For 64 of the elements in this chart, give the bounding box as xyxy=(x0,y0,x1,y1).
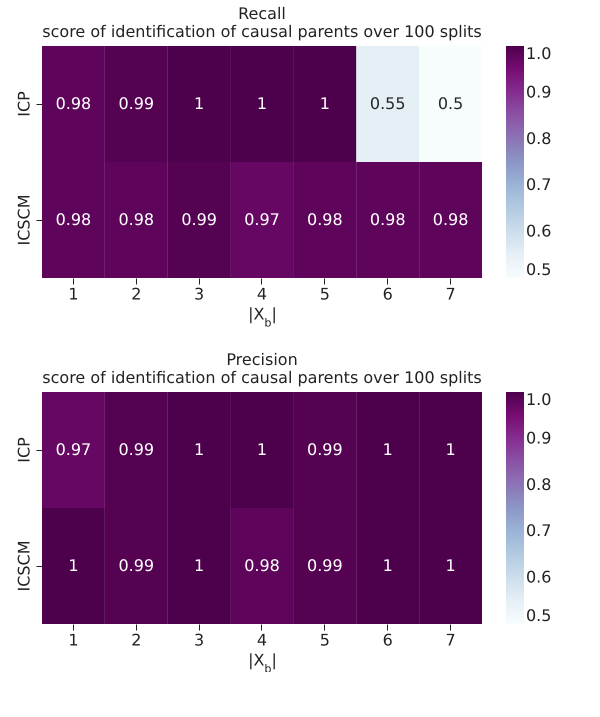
x-tick-label: 3 xyxy=(194,630,204,650)
color-bar-label: 0.5 xyxy=(526,606,552,625)
data-label: 0.5 xyxy=(438,94,464,113)
data-label: 0.99 xyxy=(118,556,154,575)
data-label: 0.99 xyxy=(118,94,154,113)
x-tick-label: 3 xyxy=(194,284,204,304)
color-bar-label: 1.0 xyxy=(526,390,552,409)
data-label: 1 xyxy=(194,556,204,575)
chart-subtitle: score of identification of causal parents over 100 splits xyxy=(42,22,482,41)
chart-title: Recall xyxy=(238,4,286,23)
data-label: 0.98 xyxy=(432,210,468,229)
x-tick-label: 7 xyxy=(445,284,456,304)
color-bar-label: 1.0 xyxy=(526,44,552,63)
data-label: 0.98 xyxy=(56,210,92,229)
chart-subtitle: score of identification of causal parents over 100 splits xyxy=(42,368,482,387)
x-axis-title: |X$_{b}$| xyxy=(248,650,277,675)
x-tick-label: 6 xyxy=(382,284,393,304)
color-bar-label: 0.6 xyxy=(526,222,552,241)
y-tick-label: ICP xyxy=(14,436,34,463)
data-label: 1 xyxy=(68,556,79,575)
x-tick-label: 1 xyxy=(68,630,79,650)
x-tick-label: 1 xyxy=(68,284,79,304)
x-tick-label: 4 xyxy=(256,630,268,650)
data-label: 0.99 xyxy=(181,210,217,229)
color-bar-label: 0.8 xyxy=(526,474,552,494)
data-label: 0.99 xyxy=(118,440,154,459)
data-label: 0.99 xyxy=(307,440,343,459)
data-label: 1 xyxy=(382,556,393,575)
data-label: 0.97 xyxy=(244,210,280,229)
y-tick-label: ICP xyxy=(14,90,34,117)
color-bar-label: 0.7 xyxy=(526,521,552,540)
data-label: 0.98 xyxy=(118,210,154,229)
x-tick-label: 2 xyxy=(131,284,142,304)
data-label: 1 xyxy=(445,440,456,459)
color-bar-label: 0.8 xyxy=(526,128,552,148)
chart-title: Precision xyxy=(226,350,298,369)
color-bar-label: 0.6 xyxy=(526,568,552,587)
data-label: 1 xyxy=(194,440,204,459)
data-label: 0.98 xyxy=(56,94,92,113)
data-label: 1 xyxy=(256,94,268,113)
data-label: 0.55 xyxy=(370,94,406,113)
color-bar-label: 0.5 xyxy=(526,260,552,279)
color-bar-label: 0.7 xyxy=(526,175,552,194)
x-tick-label: 4 xyxy=(256,284,268,304)
data-label: 1 xyxy=(194,94,204,113)
x-tick-label: 2 xyxy=(131,630,142,650)
data-label: 1 xyxy=(256,440,268,459)
data-label: 0.97 xyxy=(56,440,92,459)
x-tick-label: 6 xyxy=(382,630,393,650)
data-label: 0.98 xyxy=(370,210,406,229)
data-label: 0.98 xyxy=(244,556,280,575)
data-label: 1 xyxy=(320,94,330,113)
data-label: 1 xyxy=(445,556,456,575)
x-axis-title: |X$_{b}$| xyxy=(248,304,277,329)
data-label: 1 xyxy=(382,440,393,459)
data-label: 0.99 xyxy=(307,556,343,575)
color-bar-label: 0.9 xyxy=(526,428,552,448)
y-tick-label: ICSCM xyxy=(14,194,34,246)
data-label: 0.98 xyxy=(307,210,343,229)
y-tick-label: ICSCM xyxy=(14,540,34,592)
x-tick-label: 5 xyxy=(320,284,330,304)
color-bar-label: 0.9 xyxy=(526,82,552,102)
x-tick-label: 5 xyxy=(320,630,330,650)
x-tick-label: 7 xyxy=(445,630,456,650)
